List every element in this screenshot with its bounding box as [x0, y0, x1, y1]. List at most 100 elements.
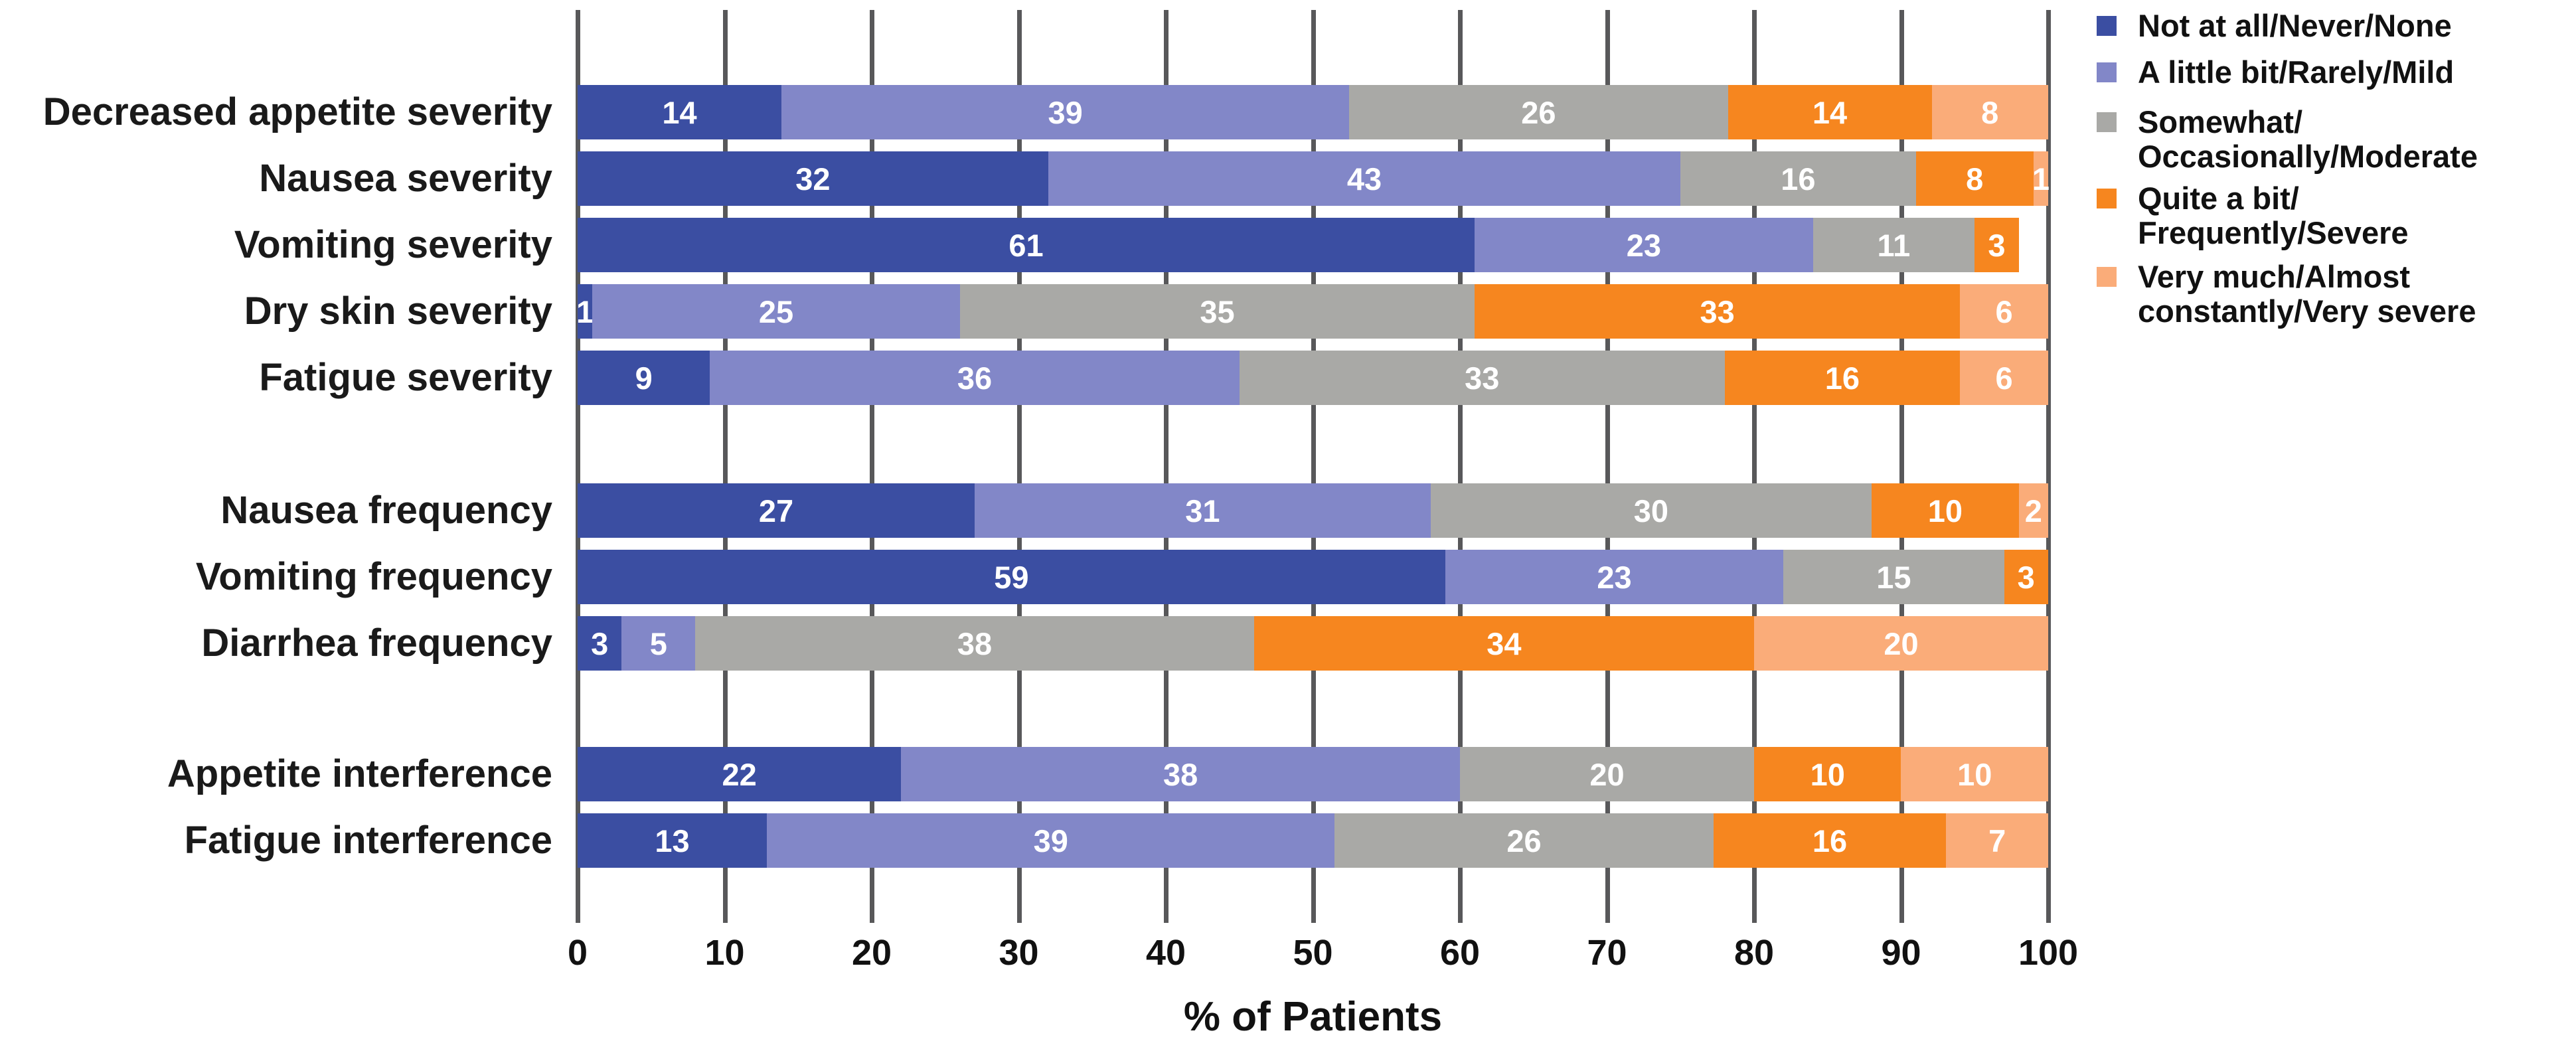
- bar-value-label: 39: [1048, 94, 1083, 130]
- gridline-80: [1752, 10, 1757, 923]
- bar-value-label: 16: [1781, 161, 1816, 197]
- bar-segment: 25: [592, 284, 960, 339]
- legend-label-line: A little bit/Rarely/Mild: [2138, 54, 2455, 90]
- bar-value-label: 38: [957, 625, 993, 661]
- bar-value-label: 36: [957, 360, 993, 396]
- x-tick-label: 80: [1733, 933, 1775, 973]
- bar-value-label: 16: [1812, 823, 1848, 858]
- bar-value-label: 25: [758, 293, 794, 329]
- bar-value-label: 8: [1966, 161, 1984, 197]
- legend-swatch: [2097, 62, 2117, 82]
- bar-row: 1 25 35 33 6: [576, 284, 2048, 339]
- bar-segment: 10: [1872, 483, 2019, 538]
- x-tick-label: 20: [851, 933, 892, 973]
- bar-segment: 7: [1946, 813, 2048, 868]
- bar-value-label: 20: [1589, 756, 1625, 792]
- bar-segment: 31: [975, 483, 1431, 538]
- bar-value-label: 6: [1995, 293, 2013, 329]
- bar-value-label: 20: [1884, 625, 1919, 661]
- bar-value-label: 27: [758, 493, 794, 528]
- bar-segment: 30: [1430, 483, 1872, 538]
- bar-segment: 23: [1445, 550, 1784, 604]
- x-tick-label: 60: [1439, 933, 1481, 973]
- legend-label-line: Quite a bit/: [2138, 181, 2299, 216]
- category-label: Dry skin severity: [244, 289, 552, 333]
- category-label: Decreased appetite severity: [42, 90, 552, 133]
- bar-segment: 6: [1960, 351, 2048, 405]
- bar-segment: 6: [1960, 284, 2048, 339]
- legend-swatch: [2097, 189, 2117, 208]
- x-tick-label: 100: [2018, 933, 2079, 973]
- legend-label-line: Somewhat/: [2138, 104, 2303, 139]
- bar-value-label: 38: [1163, 756, 1198, 792]
- legend-item: A little bit/Rarely/Mild: [2097, 55, 2454, 90]
- bar-value-label: 26: [1506, 823, 1542, 858]
- bar-value-label: 33: [1465, 360, 1500, 396]
- bar-value-label: 23: [1597, 559, 1632, 595]
- x-tick-label: 40: [1145, 933, 1186, 973]
- bar-segment: 15: [1783, 550, 2004, 604]
- bar-value-label: 1: [2032, 161, 2050, 197]
- bar-segment: 61: [578, 218, 1475, 272]
- bar-segment: 14: [578, 85, 782, 139]
- bar-value-label: 15: [1876, 559, 1911, 595]
- bar-value-label: 3: [591, 625, 609, 661]
- bar-segment: 2: [2018, 483, 2048, 538]
- bar-value-label: 16: [1824, 360, 1860, 396]
- bar-segment: 16: [1713, 813, 1947, 868]
- x-tick-label: 0: [567, 933, 588, 973]
- legend-item: Not at all/Never/None: [2097, 9, 2452, 43]
- bar-segment: 3: [2004, 550, 2048, 604]
- bar-value-label: 32: [795, 161, 831, 197]
- bar-value-label: 14: [1812, 94, 1848, 130]
- bar-segment: 38: [695, 616, 1254, 671]
- bar-segment: 9: [578, 351, 710, 405]
- x-tick-label: 30: [999, 933, 1039, 973]
- legend-swatch: [2097, 16, 2117, 36]
- category-label: Nausea severity: [259, 157, 552, 200]
- bar-segment: 35: [959, 284, 1475, 339]
- x-tick-label: 90: [1881, 933, 1921, 973]
- bar-value-label: 43: [1346, 161, 1382, 197]
- bar-value-label: 33: [1700, 293, 1735, 329]
- category-label: Vomiting severity: [234, 223, 552, 266]
- bar-segment: 22: [578, 747, 902, 801]
- legend-item: Quite a bit/Frequently/Severe: [2097, 181, 2409, 250]
- gridline-70: [1605, 10, 1610, 923]
- bar-value-label: 26: [1521, 94, 1556, 130]
- legend-swatch: [2097, 112, 2117, 132]
- bar-segment: 3: [578, 616, 622, 671]
- gridline-90: [1899, 10, 1904, 923]
- category-label: Vomiting frequency: [195, 555, 552, 598]
- bar-value-label: 6: [1995, 360, 2013, 396]
- category-label: Diarrhea frequency: [201, 621, 552, 665]
- bar-segment: 39: [781, 85, 1350, 139]
- bar-value-label: 34: [1487, 625, 1522, 661]
- bar-value-label: 8: [1981, 94, 1999, 130]
- bar-row: 27 31 30 10 2: [578, 483, 2048, 538]
- bar-value-label: 10: [1927, 493, 1963, 528]
- bar-segment: 3: [1974, 218, 2019, 272]
- bar-segment: 33: [1239, 351, 1725, 405]
- category-label: Fatigue interference: [184, 819, 552, 862]
- bar-segment: 8: [1915, 151, 2034, 206]
- x-axis-title: % of Patients: [1183, 994, 1443, 1040]
- bar-value-label: 2: [2024, 493, 2042, 528]
- bar-segment: 32: [578, 151, 1048, 206]
- legend-label-line: Not at all/Never/None: [2138, 8, 2452, 43]
- bar-value-label: 31: [1185, 493, 1220, 528]
- bar-segment: 23: [1475, 218, 1813, 272]
- bar-value-label: 10: [1957, 756, 1992, 792]
- bar-value-label: 13: [655, 823, 690, 858]
- bar-row: 22 38 20 10 10: [578, 747, 2048, 801]
- bar-segment: 10: [1753, 747, 1901, 801]
- gridline-40: [1164, 10, 1168, 923]
- bar-value-label: 11: [1877, 227, 1911, 263]
- bar-row: 3 5 38 34 20: [578, 616, 2048, 671]
- bar-value-label: 23: [1626, 227, 1661, 263]
- bar-segment: 8: [1931, 85, 2048, 139]
- bar-segment: 1: [2032, 151, 2050, 206]
- gridline-30: [1016, 10, 1022, 923]
- legend-label-line: Occasionally/Moderate: [2138, 139, 2478, 174]
